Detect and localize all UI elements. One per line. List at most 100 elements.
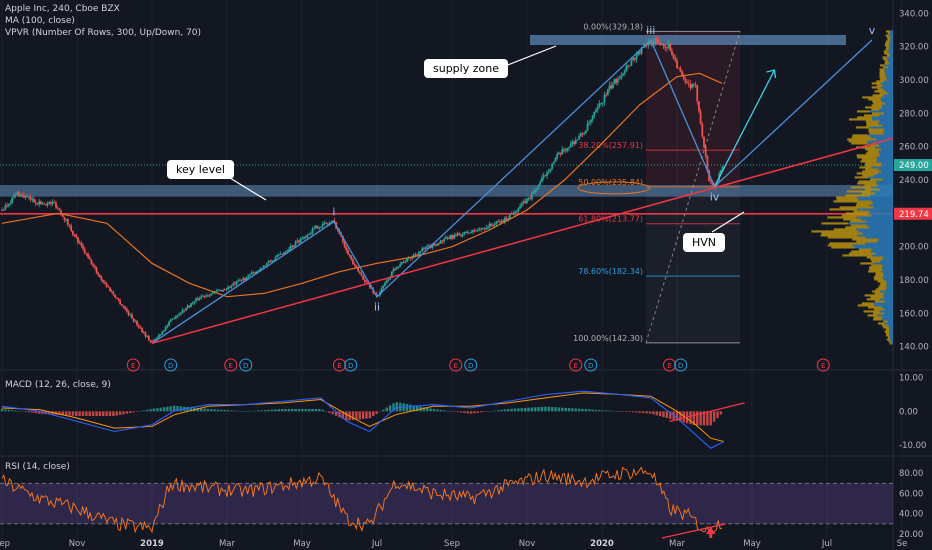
macd-histogram-bar <box>436 409 439 412</box>
key-level-callout: key level <box>167 160 234 179</box>
vpvr-bar-down <box>879 70 885 73</box>
candle-body <box>232 283 235 286</box>
vpvr-bar-up <box>879 310 893 313</box>
candle-body <box>34 202 37 204</box>
vpvr-bar-up <box>856 216 893 219</box>
vpvr-bar-up <box>866 220 893 223</box>
candle-body <box>595 109 597 112</box>
vpvr-bar-up <box>890 36 893 39</box>
candle-body <box>363 279 366 283</box>
candle-body <box>402 262 405 264</box>
vpvr-bar-up <box>866 142 893 145</box>
candle-body <box>581 133 584 135</box>
vpvr-bar-down <box>833 200 872 203</box>
vpvr-bar-down <box>869 144 880 147</box>
elliott-wave-line <box>151 38 873 344</box>
vpvr-bar-down <box>868 266 883 269</box>
candle-body <box>223 289 226 291</box>
vpvr-bar-up <box>881 148 893 151</box>
vpvr-bar-down <box>851 250 871 253</box>
candle-body <box>401 262 403 264</box>
macd-histogram-bar <box>68 411 71 416</box>
candle-body <box>281 253 284 255</box>
candle-body <box>579 133 582 137</box>
candle-body <box>43 203 46 205</box>
candle-body <box>358 271 361 274</box>
macd-histogram-bar <box>615 411 618 412</box>
vpvr-bar-up <box>883 296 893 299</box>
vpvr-bar-up <box>871 254 893 257</box>
candle-body <box>397 266 400 268</box>
vpvr-bar-down <box>868 98 881 101</box>
candle-body <box>590 119 592 123</box>
candle-body <box>568 147 570 149</box>
candle-body <box>321 224 324 227</box>
macd-histogram-bar <box>527 407 530 412</box>
candle-body <box>186 305 189 309</box>
macd-histogram-bar <box>314 408 318 412</box>
price-axis-tick: 180.00 <box>899 276 929 286</box>
macd-indicator-label: MACD (12, 26, close, 9) <box>5 380 111 390</box>
vpvr-bar-down <box>855 126 870 129</box>
candle-body <box>583 132 586 135</box>
vpvr-bar-down <box>856 172 879 175</box>
macd-histogram-bar <box>604 410 608 412</box>
earnings-marker-label: E <box>229 362 233 370</box>
macd-histogram-bar <box>432 409 436 412</box>
macd-histogram-bar <box>473 411 476 414</box>
macd-histogram-bar <box>496 410 500 412</box>
candle-body <box>719 170 722 174</box>
macd-histogram-bar <box>98 411 102 417</box>
macd-histogram-bar <box>628 411 631 413</box>
candle-body <box>709 180 712 182</box>
macd-histogram-bar <box>64 411 68 416</box>
candle-body <box>55 202 57 208</box>
vpvr-bar-up <box>884 322 893 325</box>
candle-body <box>58 208 61 211</box>
vpvr-bar-down <box>846 190 872 193</box>
candle-body <box>669 43 672 51</box>
vpvr-bar-down <box>866 122 879 125</box>
vpvr-bar-up <box>883 278 893 281</box>
macd-histogram-bar <box>159 407 162 412</box>
elliott-wave-label: i <box>332 206 335 219</box>
vpvr-bar-down <box>884 62 890 65</box>
candle-body <box>549 168 552 172</box>
macd-histogram-bar <box>375 411 378 414</box>
macd-histogram-bar <box>655 411 658 416</box>
macd-histogram-bar <box>260 410 264 412</box>
vpvr-bar-up <box>871 190 893 193</box>
dividend-marker-label: D <box>243 362 248 370</box>
vpvr-bar-down <box>867 314 878 317</box>
candle-body <box>215 290 218 292</box>
vpvr-bar-up <box>883 94 893 97</box>
macd-histogram-bar <box>355 411 358 420</box>
vpvr-bar-up <box>884 308 893 311</box>
macd-histogram-bar <box>652 411 655 415</box>
candle-body <box>39 201 42 205</box>
macd-histogram-bar <box>199 408 203 412</box>
vpvr-bar-down <box>886 328 890 331</box>
vpvr-bar-up <box>883 256 893 259</box>
candle-body <box>291 245 294 247</box>
vpvr-bar-up <box>862 232 893 235</box>
candle-body <box>188 305 191 307</box>
candle-body <box>470 231 473 233</box>
candle-body <box>482 228 484 230</box>
macd-histogram-bar <box>550 407 554 412</box>
candle-body <box>240 280 243 281</box>
candle-body <box>50 202 52 204</box>
vpvr-bar-up <box>885 90 893 93</box>
candle-body <box>578 136 581 140</box>
vpvr-bar-up <box>882 306 893 309</box>
candle-body <box>647 41 650 46</box>
macd-histogram-bar <box>311 408 314 412</box>
vpvr-bar-down <box>877 88 884 91</box>
candle-body <box>181 309 184 314</box>
macd-histogram-bar <box>716 411 719 419</box>
candle-body <box>399 263 402 267</box>
earnings-marker <box>569 358 583 372</box>
vpvr-bar-up <box>889 330 893 333</box>
candle-body <box>266 263 268 266</box>
